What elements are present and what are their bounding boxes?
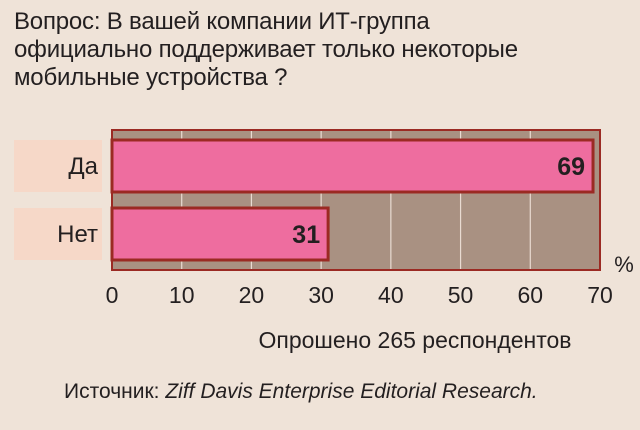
x-tick-10: 10	[169, 282, 195, 308]
question-line-3: мобильные устройства ?	[14, 64, 288, 91]
x-axis-label: Опрошено 265 респондентов	[258, 327, 571, 353]
source-note: Источник: Ziff Davis Enterprise Editoria…	[64, 380, 538, 404]
question-line-2: официально поддерживает только некоторые	[14, 36, 518, 63]
question-text: Вопрос: В вашей компании ИТ-группа офици…	[14, 8, 614, 92]
bar-1	[110, 138, 595, 194]
question-line-1: Вопрос: В вашей компании ИТ-группа	[14, 8, 430, 35]
category-box-2	[14, 208, 102, 260]
category-label-1: Да	[68, 153, 98, 180]
unit-label: %	[614, 252, 634, 277]
value-labels: 69 31	[292, 153, 585, 249]
category-labels: Да Нет	[14, 140, 102, 260]
source-prefix: Источник:	[64, 380, 166, 403]
category-box-1	[14, 140, 102, 192]
x-tick-30: 30	[308, 282, 334, 308]
category-label-2: Нет	[57, 221, 98, 248]
source-name: Ziff Davis Enterprise Editorial Research…	[165, 380, 538, 403]
bar-2	[110, 206, 330, 262]
x-tick-70: 70	[587, 282, 613, 308]
x-tick-0: 0	[106, 282, 119, 308]
x-tick-20: 20	[239, 282, 265, 308]
value-label-1: 69	[557, 153, 585, 181]
value-label-2: 31	[292, 221, 320, 249]
x-tick-labels: 0 10 20 30 40 50 60 70	[106, 282, 613, 308]
x-tick-60: 60	[517, 282, 543, 308]
x-tick-50: 50	[448, 282, 474, 308]
bars	[110, 138, 595, 262]
x-tick-40: 40	[378, 282, 404, 308]
